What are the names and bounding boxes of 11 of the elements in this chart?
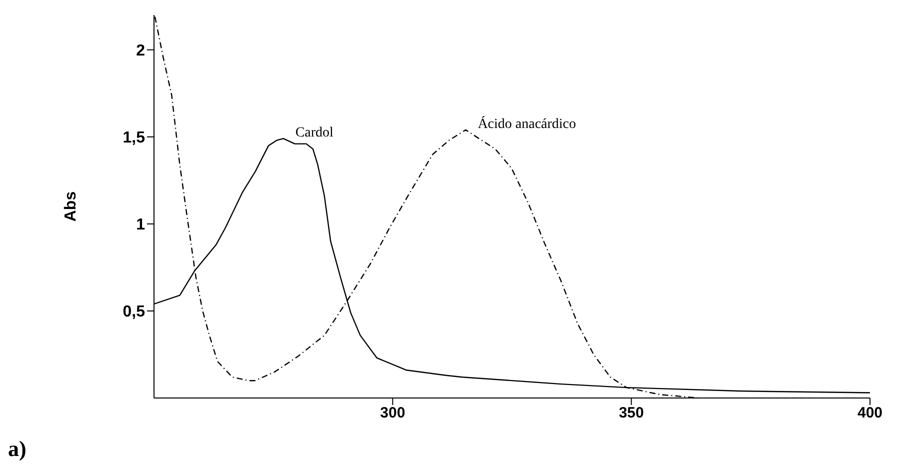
text: a)	[8, 436, 26, 462]
y-tick-label: 1,5	[122, 130, 146, 147]
y-tick-label: 0,5	[122, 304, 146, 321]
series-label: Ácido anacárdico	[478, 114, 576, 132]
series-label: Cardol	[295, 126, 334, 141]
x-tick-label: 400	[857, 404, 883, 422]
x-tick-label: 300	[380, 404, 406, 422]
x-tick-label: 350	[618, 404, 644, 422]
y-tick-label: 1	[136, 216, 146, 234]
y-axis-title: Abs	[62, 191, 80, 222]
y-tick-label: 2	[136, 42, 146, 60]
